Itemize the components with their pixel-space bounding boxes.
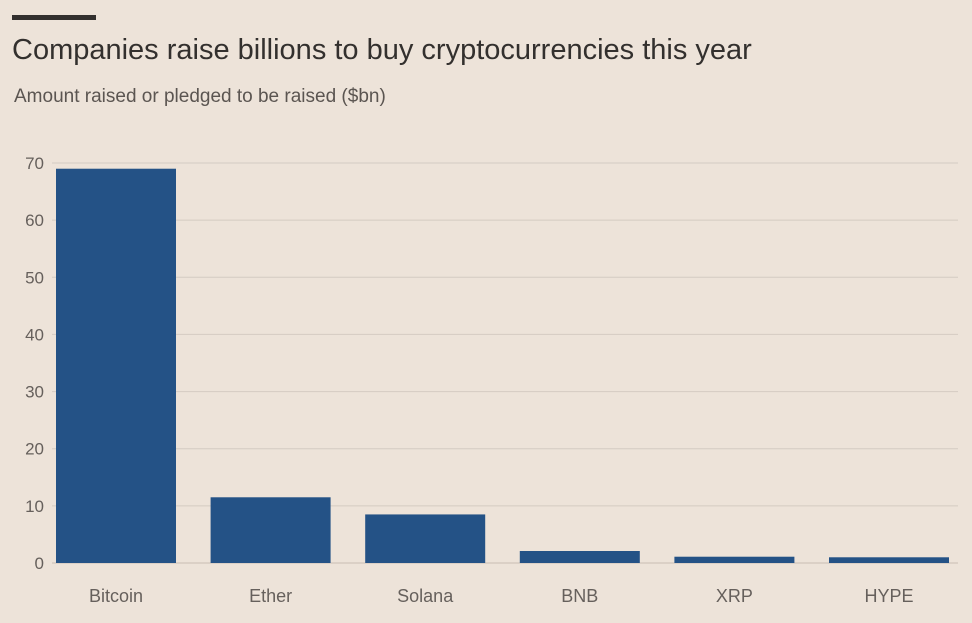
x-category-label: Bitcoin (89, 586, 143, 606)
x-axis-labels: Bitcoin Ether Solana BNB XRP HYPE (89, 586, 914, 606)
y-tick-label: 70 (25, 154, 44, 173)
x-category-label: Solana (397, 586, 454, 606)
chart-title: Companies raise billions to buy cryptocu… (12, 34, 752, 66)
y-axis-ticks: 0 10 20 30 40 50 60 70 (25, 154, 44, 573)
bar-hype (829, 557, 949, 563)
chart-subtitle: Amount raised or pledged to be raised ($… (14, 86, 386, 107)
x-category-label: Ether (249, 586, 292, 606)
bar-xrp (674, 556, 795, 563)
y-tick-label: 10 (25, 497, 44, 516)
y-tick-label: 0 (35, 554, 44, 573)
bar-solana (365, 514, 486, 563)
y-tick-label: 30 (25, 383, 44, 402)
y-tick-label: 50 (25, 268, 44, 287)
bar-ether (210, 497, 331, 563)
x-category-label: XRP (716, 586, 753, 606)
bar-bitcoin (56, 168, 176, 563)
gridlines (52, 162, 958, 564)
y-tick-label: 40 (25, 325, 44, 344)
y-tick-label: 20 (25, 440, 44, 459)
x-category-label: BNB (561, 586, 598, 606)
top-accent-rule (12, 15, 96, 20)
bar-bnb (519, 551, 640, 563)
y-tick-label: 60 (25, 211, 44, 230)
bars (56, 168, 949, 563)
x-category-label: HYPE (864, 586, 913, 606)
